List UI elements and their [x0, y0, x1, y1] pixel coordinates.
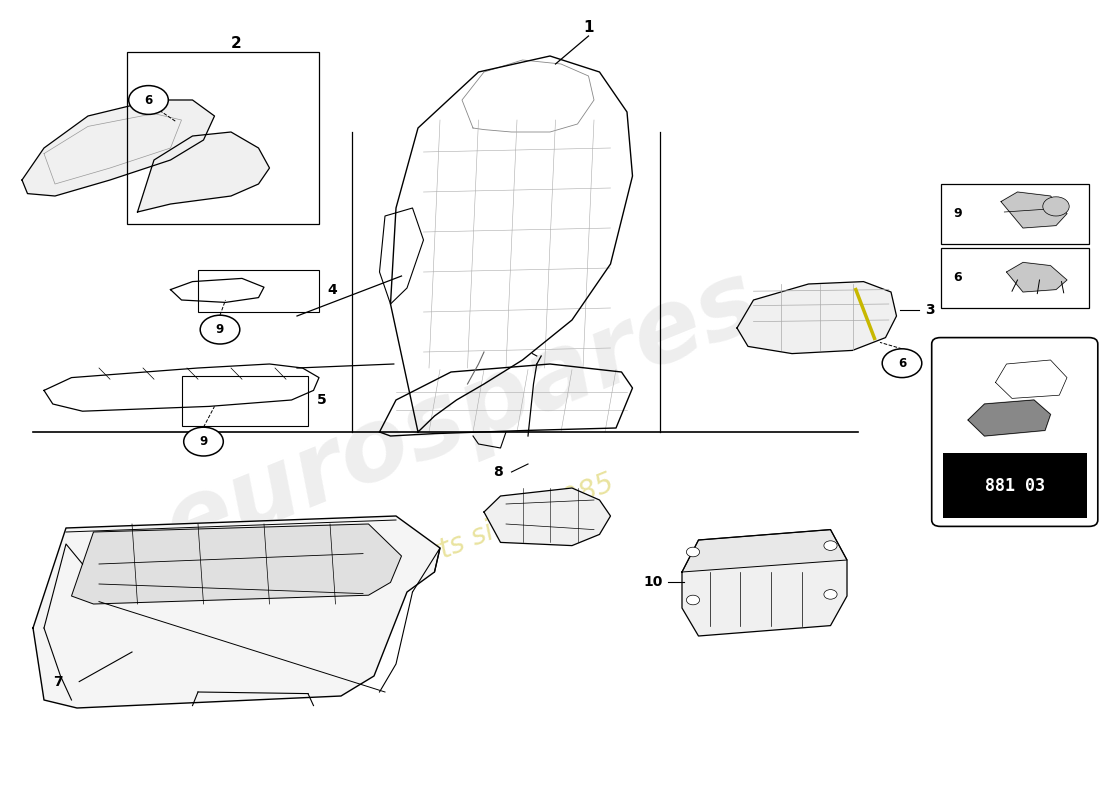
Polygon shape	[1001, 192, 1067, 228]
Circle shape	[184, 427, 223, 456]
Text: 6: 6	[954, 271, 962, 284]
Text: 881 03: 881 03	[984, 477, 1045, 494]
Circle shape	[1043, 197, 1069, 216]
Polygon shape	[682, 530, 847, 572]
Bar	[943, 453, 1087, 518]
Polygon shape	[72, 524, 402, 604]
Circle shape	[129, 86, 168, 114]
Polygon shape	[484, 488, 610, 546]
Polygon shape	[737, 282, 896, 354]
Circle shape	[824, 590, 837, 599]
Text: a passion for parts since 1985: a passion for parts since 1985	[218, 469, 618, 651]
Polygon shape	[1006, 262, 1067, 292]
Text: 9: 9	[199, 435, 208, 448]
Circle shape	[882, 349, 922, 378]
Circle shape	[824, 541, 837, 550]
Polygon shape	[22, 100, 215, 196]
Circle shape	[686, 547, 700, 557]
Circle shape	[686, 595, 700, 605]
Text: 9: 9	[216, 323, 224, 336]
FancyBboxPatch shape	[932, 338, 1098, 526]
Polygon shape	[996, 360, 1067, 398]
Bar	[198, 270, 319, 312]
Circle shape	[200, 315, 240, 344]
Text: 8: 8	[494, 465, 503, 479]
Text: 6: 6	[144, 94, 153, 106]
Polygon shape	[33, 516, 440, 708]
Bar	[182, 376, 308, 426]
Text: 5: 5	[317, 393, 327, 407]
Polygon shape	[968, 400, 1050, 436]
Bar	[126, 52, 319, 224]
Text: 3: 3	[925, 302, 934, 317]
Bar	[940, 184, 1089, 244]
Text: 7: 7	[54, 674, 63, 689]
Polygon shape	[682, 530, 847, 636]
Text: eurospares: eurospares	[151, 253, 773, 579]
Text: 2: 2	[231, 37, 242, 51]
Polygon shape	[138, 132, 270, 212]
Text: 10: 10	[644, 575, 663, 590]
Bar	[940, 248, 1089, 308]
Text: 1: 1	[583, 21, 594, 35]
Text: 4: 4	[328, 282, 338, 297]
Text: 9: 9	[954, 207, 962, 220]
Text: 6: 6	[898, 357, 906, 370]
